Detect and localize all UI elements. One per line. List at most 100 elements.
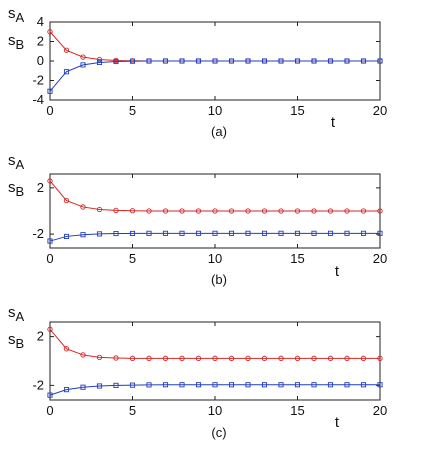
series-2-point — [377, 382, 383, 388]
series-2-point — [327, 58, 334, 64]
series-2-point — [63, 69, 70, 75]
x-axis-label: t — [335, 263, 340, 280]
series-2-point — [162, 230, 169, 236]
series-1-point — [162, 208, 169, 214]
panel-caption: (a) — [211, 124, 227, 139]
ylabel-sb-text: sB — [8, 331, 24, 351]
series-2-point — [344, 230, 350, 236]
series-2-point — [245, 58, 251, 64]
series-1-point — [360, 208, 367, 214]
series-1-point — [47, 29, 53, 35]
ylabel-sa-text: sA — [8, 304, 25, 324]
series-2-point — [344, 382, 350, 388]
series-2-point — [294, 382, 301, 388]
series-1-point — [294, 355, 301, 361]
series-1-point — [63, 346, 70, 352]
series-2-point — [162, 382, 169, 388]
y-tick-label: -2 — [32, 377, 44, 392]
x-tick-label: 20 — [373, 103, 387, 118]
x-tick-label: 0 — [46, 103, 53, 118]
series-1-point — [146, 208, 152, 214]
series-line-1 — [49, 180, 380, 212]
series-2-point — [195, 58, 202, 64]
x-tick-label: 15 — [290, 251, 304, 266]
series-1-point — [47, 178, 53, 184]
y-tick-label: 2 — [37, 180, 44, 195]
series-2-point — [113, 230, 119, 237]
series-2-point — [47, 238, 53, 244]
x-tick-label: 10 — [208, 251, 222, 266]
series-1-point — [195, 355, 202, 361]
series-1-point — [80, 54, 86, 60]
series-1-point — [80, 204, 86, 210]
series-2-point — [63, 233, 70, 239]
x-tick-label: 15 — [290, 403, 304, 418]
series-2-point — [245, 382, 251, 388]
series-2-point — [377, 230, 383, 236]
series-2-point — [80, 232, 86, 238]
x-tick-label: 20 — [373, 403, 387, 418]
series-1-point — [261, 355, 268, 361]
series-2-point — [162, 58, 169, 64]
series-2-point — [212, 58, 218, 64]
x-tick-label: 20 — [373, 251, 387, 266]
series-line-1 — [49, 328, 380, 359]
x-tick-label: 5 — [129, 403, 136, 418]
ylabel-sb-text: sB — [8, 179, 24, 199]
series-1-point — [278, 355, 284, 361]
x-tick-label: 10 — [208, 103, 222, 118]
series-2-point — [294, 58, 301, 64]
ylabel-sb: sB — [8, 179, 24, 199]
series-line-2 — [49, 384, 380, 396]
panel-caption: (c) — [211, 425, 226, 440]
series-1-point — [179, 355, 185, 361]
series-2-point — [261, 382, 268, 388]
series-2-point — [80, 384, 86, 390]
x-axis-label: t — [331, 114, 336, 131]
panel-caption: (b) — [211, 272, 227, 287]
y-tick-label: -4 — [32, 92, 44, 107]
series-2-point — [311, 230, 317, 236]
y-tick-label: 2 — [37, 34, 44, 49]
series-1-point — [278, 208, 284, 214]
y-tick-label: 4 — [37, 14, 44, 29]
y-tick-label: 0 — [37, 53, 44, 68]
series-2-point — [212, 382, 218, 388]
series-2-point — [360, 230, 367, 236]
series-1-point — [327, 208, 334, 214]
series-1-point — [80, 352, 86, 358]
series-2-point — [228, 230, 235, 236]
x-axis-label: t — [335, 414, 340, 431]
series-1-point — [245, 208, 251, 214]
series-2-point — [113, 382, 119, 388]
ylabel-sb-main: s — [8, 331, 16, 348]
series-2-point — [327, 230, 334, 236]
x-tick-label: 5 — [129, 251, 136, 266]
series-1-point — [113, 355, 119, 361]
ylabel-sb: sB — [8, 331, 24, 351]
series-2-point — [245, 230, 251, 236]
series-1-point — [129, 355, 136, 361]
series-2-point — [47, 392, 53, 398]
series-1-point — [344, 355, 350, 361]
series-1-point — [96, 56, 103, 63]
series-2-point — [179, 230, 185, 236]
series-1-point — [47, 326, 53, 332]
series-2-point — [195, 230, 202, 236]
series-2-point — [146, 58, 152, 64]
series-2-point — [228, 382, 235, 388]
series-2-point — [278, 230, 284, 236]
series-1-point — [162, 355, 169, 361]
ylabel-sa: sA — [8, 5, 25, 25]
ylabel-sb-sub: B — [16, 336, 25, 351]
series-2-point — [261, 230, 268, 236]
series-2-point — [360, 382, 367, 388]
series-1-point — [311, 355, 317, 361]
series-2-point — [212, 230, 218, 236]
ylabel-sa: sA — [8, 304, 25, 324]
series-2-point — [96, 383, 103, 389]
series-line-2 — [49, 60, 380, 92]
series-1-point — [146, 355, 152, 361]
